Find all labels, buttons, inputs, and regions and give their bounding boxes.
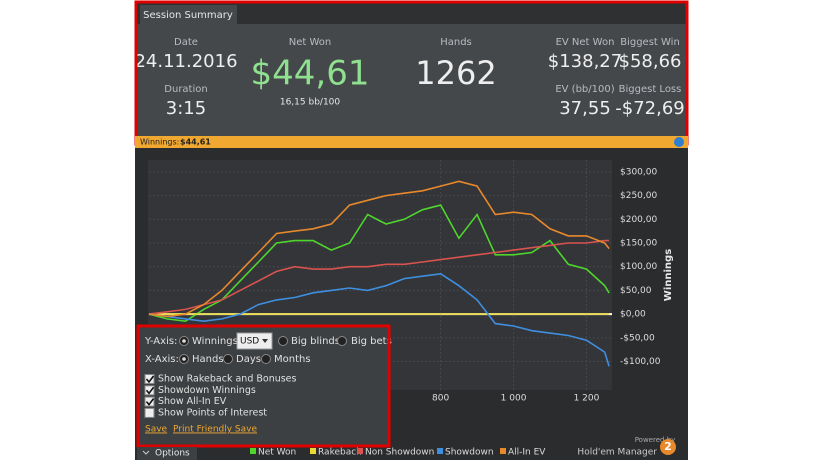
checkbox-label[interactable]: Showdown Winnings [158, 385, 256, 396]
stat-label: EV (bb/100) [555, 84, 614, 95]
winnings-bar [135, 136, 688, 148]
legend-swatch [500, 448, 506, 454]
summary-panel [135, 2, 688, 144]
badge-label: 2 [664, 440, 672, 453]
series-line [148, 204, 610, 323]
plot: $300,00 $250,00 $200,00 $150,00 $100,00 $50,0… [148, 160, 661, 404]
badge [660, 439, 676, 455]
options-tab-label[interactable]: Options [155, 449, 190, 459]
bb-rate: 16,15 bb/100 [280, 98, 341, 108]
stat-label: Hands [440, 37, 472, 48]
check [145, 398, 155, 406]
y-tick-label: $250,00 [620, 191, 657, 201]
options-tab[interactable] [137, 447, 197, 460]
option-label: X-Axis: [145, 354, 179, 365]
legend: Net Won Rakeback Non Showdown Showdown All-I… [250, 448, 546, 458]
winnings-value: $44,61 [180, 138, 211, 147]
legend-label: Net Won [258, 448, 296, 458]
stat-value: 37,55 [559, 98, 611, 119]
x-tick-label: 800 [432, 394, 449, 404]
stat-label: Biggest Win [620, 37, 680, 48]
checkbox[interactable] [144, 396, 155, 407]
radio[interactable] [223, 354, 233, 364]
stat-label: Duration [164, 84, 207, 95]
checkbox-label[interactable]: Show Points of Interest [158, 407, 267, 418]
stat-value: -$72,69 [615, 98, 684, 119]
stat-label: EV Net Won [556, 37, 615, 48]
radio[interactable] [278, 336, 288, 346]
tab-label[interactable]: Session Summary [143, 10, 233, 21]
checkbox-label[interactable]: Show All-In EV [158, 396, 227, 407]
stat-value: 3:15 [166, 98, 206, 119]
stat-label: Biggest Loss [619, 84, 682, 95]
radio-label[interactable]: Big blinds [291, 336, 340, 347]
y-tick-label: $150,00 [620, 238, 657, 248]
legend-label: Showdown [445, 448, 494, 458]
legend-swatch [357, 448, 363, 454]
powered-by: Powered by [635, 436, 676, 444]
save-link[interactable]: Save [145, 425, 168, 435]
radio-dot [182, 339, 186, 343]
radio-label[interactable]: Hands [192, 354, 224, 365]
series-line [148, 272, 610, 367]
currency[interactable]: USD [240, 337, 259, 347]
y-tick-label: $200,00 [620, 215, 657, 225]
net-won: $44,61 [251, 54, 370, 94]
stat-value: $138,27 [548, 51, 622, 72]
y-tick-label: $50,00 [620, 286, 652, 296]
brand: Hold'em Manager [577, 448, 657, 458]
dropdown-arrow [262, 339, 268, 343]
tab-strip [135, 2, 688, 24]
radio[interactable] [261, 354, 271, 364]
y-tick-label: $100,00 [620, 262, 657, 272]
y-axis-title: Winnings [663, 249, 674, 301]
radio-label[interactable]: Big bets [351, 336, 392, 347]
radio-label[interactable]: Winnings [192, 336, 238, 347]
radio-label[interactable]: Months [274, 354, 311, 365]
stat-label: Date [174, 37, 198, 48]
winnings-label: Winnings: [140, 138, 179, 147]
y-tick-label: -$100,00 [620, 357, 661, 367]
tab[interactable] [140, 5, 237, 25]
check [145, 386, 155, 395]
highlight-box [136, 324, 391, 448]
stat-value: $58,66 [619, 51, 682, 72]
checkbox[interactable] [144, 407, 155, 418]
legend-label: Non Showdown [365, 448, 434, 458]
checkbox-label[interactable]: Show Rakeback and Bonuses [158, 374, 297, 385]
chevron [142, 450, 150, 455]
legend-swatch [250, 448, 256, 454]
legend-swatch [437, 448, 443, 454]
radio[interactable] [337, 336, 347, 346]
series-line [148, 239, 610, 315]
checkbox[interactable] [144, 385, 155, 396]
legend-label: All-In EV [508, 448, 546, 458]
print-save-link[interactable]: Print Friendly Save [173, 425, 257, 435]
radio-label[interactable]: Days [236, 354, 261, 365]
series-line [148, 180, 610, 318]
legend-label: Rakeback [318, 448, 362, 458]
hands: 1262 [415, 54, 496, 92]
y-tick-label: -$50,00 [620, 333, 655, 343]
checkbox[interactable] [144, 374, 155, 384]
radio-dot [182, 357, 186, 361]
option-label: Y-Axis: [144, 336, 177, 347]
y-tick-label: $300,00 [620, 167, 657, 177]
legend-swatch [310, 448, 316, 454]
x-tick-label: 1 200 [574, 394, 600, 404]
check [145, 375, 155, 384]
x-tick-label: 1 000 [501, 394, 527, 404]
currency-select[interactable] [236, 332, 273, 350]
info-icon[interactable] [674, 137, 684, 147]
stat-value: 24.11.2016 [134, 51, 237, 72]
stat-label: Net Won [289, 37, 332, 48]
y-tick-label: $0,00 [620, 310, 646, 320]
